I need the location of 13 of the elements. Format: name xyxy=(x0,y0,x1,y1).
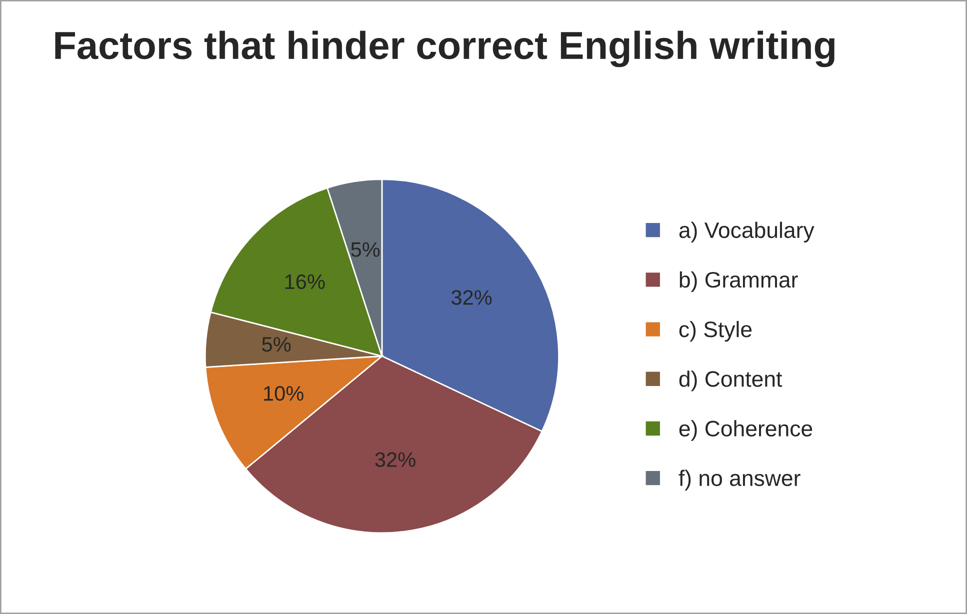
data-label: 5% xyxy=(351,242,380,257)
data-label: 5% xyxy=(262,337,291,352)
data-label: 10% xyxy=(264,386,304,401)
legend-label: b) Grammar xyxy=(680,271,798,292)
legend-label: d) Content xyxy=(679,370,782,392)
legend-label: c) Style xyxy=(679,320,752,342)
legend-label: e) Coherence xyxy=(679,420,812,441)
data-label: 16% xyxy=(285,274,325,290)
data-label: 32% xyxy=(375,452,416,467)
data-label: 32% xyxy=(451,290,492,305)
legend-label: f) no answer xyxy=(678,470,800,490)
legend-label: a) Vocabulary xyxy=(679,222,814,242)
chart-title: Factors that hinder correct English writing xyxy=(55,30,834,68)
